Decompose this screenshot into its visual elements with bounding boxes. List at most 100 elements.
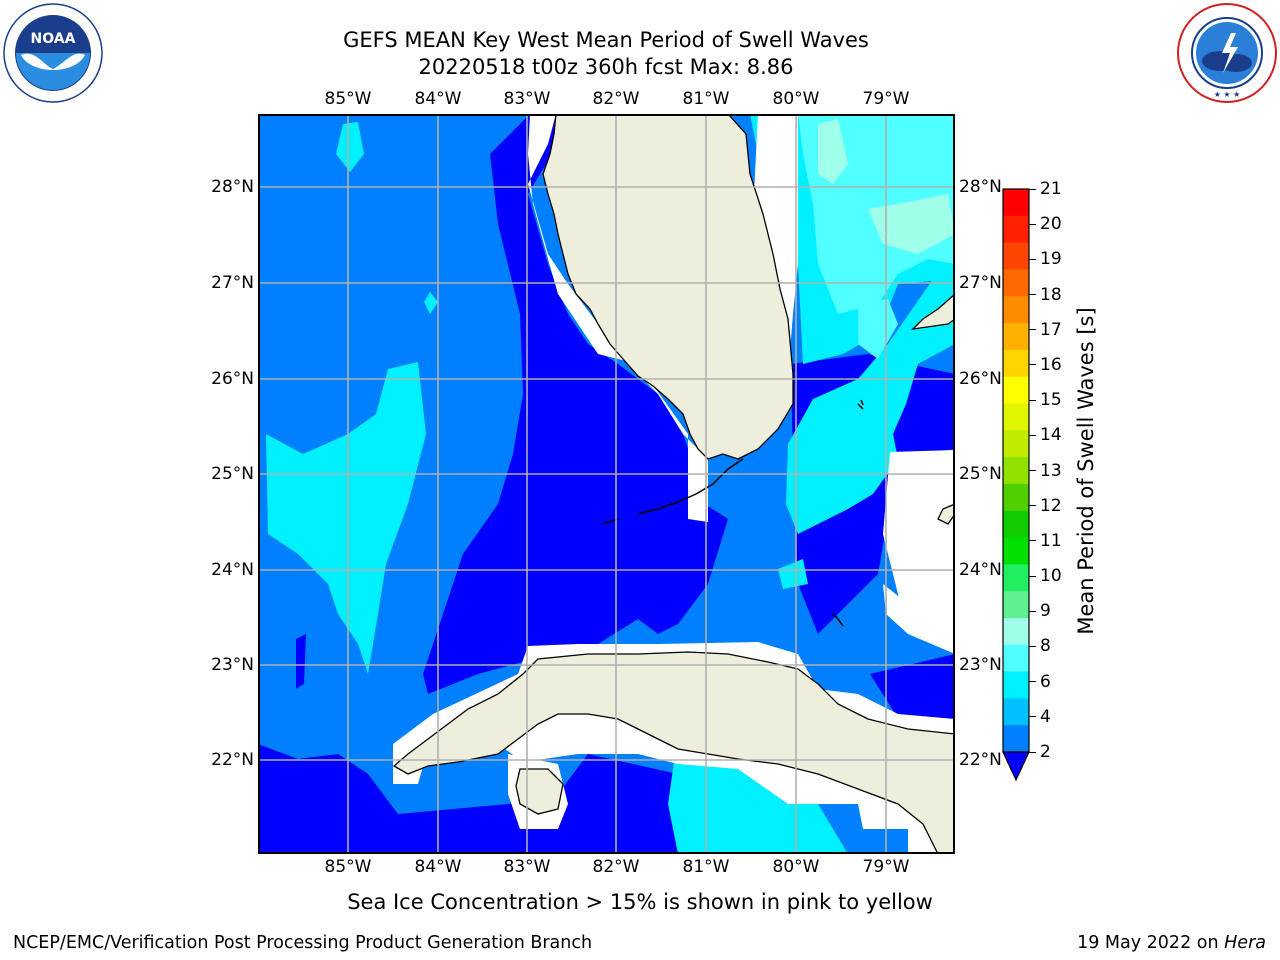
colorbar-tick-mark (1029, 505, 1036, 507)
colorbar-tick-label: 4 (1040, 706, 1051, 727)
colorbar-tick-mark (1029, 188, 1036, 190)
colorbar-swatch (1003, 725, 1029, 753)
lon-label: 83°W (503, 89, 551, 109)
colorbar-swatch (1003, 189, 1029, 217)
colorbar-tick-label: 15 (1040, 390, 1062, 411)
lon-label: 81°W (682, 857, 730, 877)
colorbar-tick-label: 13 (1040, 460, 1062, 481)
map-frame (258, 114, 955, 854)
noaa-logo-label: NOAA (31, 31, 76, 47)
colorbar-label: Mean Period of Swell Waves [s] (1074, 307, 1098, 635)
cuba (392, 651, 955, 854)
colorbar-swatch (1003, 430, 1029, 458)
chart-title: GEFS MEAN Key West Mean Period of Swell … (343, 28, 869, 52)
colorbar-tick-label: 2 (1040, 742, 1051, 762)
colorbar-swatch (1003, 296, 1029, 324)
lat-label: 24°N (959, 560, 1002, 580)
colorbar-tick-label: 18 (1040, 284, 1062, 305)
colorbar-tick-label: 10 (1040, 566, 1062, 587)
lat-label: 25°N (211, 464, 254, 484)
colorbar-tick-mark (1029, 610, 1036, 612)
lat-label: 22°N (211, 750, 254, 770)
colorbar-tick-mark (1029, 681, 1036, 683)
chart-subtitle: 20220518 t00z 360h fcst Max: 8.86 (418, 55, 794, 79)
svg-text:★ ★ ★: ★ ★ ★ (1214, 90, 1241, 99)
colorbar-swatch (1003, 510, 1029, 539)
colorbar-tick-label: 14 (1040, 425, 1062, 446)
lat-label: 22°N (959, 750, 1002, 770)
colorbar-tick-mark (1029, 258, 1036, 260)
colorbar-swatch (1003, 564, 1029, 592)
colorbar-tick-label: 21 (1040, 179, 1062, 199)
colorbar-tick-label: 12 (1040, 495, 1062, 516)
colorbar-tick-label: 8 (1040, 636, 1051, 657)
colorbar-swatch (1003, 617, 1029, 646)
colorbar-tick-mark (1029, 329, 1036, 331)
florida-peninsula (542, 114, 794, 460)
lat-label: 28°N (211, 177, 254, 197)
colorbar-swatch (1003, 215, 1029, 244)
run-date: 19 May 2022 on Hera (1077, 932, 1266, 954)
lon-label: 85°W (324, 89, 372, 109)
colorbar-swatch (1003, 269, 1029, 297)
colorbar-tick-mark (1029, 575, 1036, 577)
sea-ice-note: Sea Ice Concentration > 15% is shown in … (347, 890, 933, 914)
colorbar-tick-mark (1029, 434, 1036, 436)
map-panel (258, 114, 955, 854)
lon-label: 82°W (592, 857, 640, 877)
colorbar-tick-label: 20 (1040, 214, 1062, 235)
lon-label: 79°W (862, 857, 910, 877)
machine-name: Hera (1224, 933, 1266, 953)
colorbar-tick-mark (1029, 399, 1036, 401)
colorbar-tick-mark (1029, 540, 1036, 542)
lat-label: 23°N (959, 655, 1002, 675)
lat-label: 26°N (959, 369, 1002, 389)
colorbar-underflow-arrow (1002, 751, 1030, 782)
lon-label: 81°W (682, 89, 730, 109)
date-text: 19 May 2022 on (1077, 933, 1225, 953)
colorbar-swatch (1003, 644, 1029, 673)
colorbar-tick-label: 6 (1040, 671, 1051, 692)
colorbar-tick-mark (1029, 751, 1036, 753)
colorbar-swatch (1003, 376, 1029, 404)
colorbar-swatch (1003, 457, 1029, 485)
lat-label: 28°N (959, 177, 1002, 197)
colorbar-tick-mark (1029, 470, 1036, 471)
lon-label: 83°W (503, 857, 551, 877)
lon-label: 80°W (772, 89, 820, 109)
colorbar (995, 180, 1065, 785)
colorbar-swatch (1003, 483, 1029, 512)
bahamas-andros (937, 503, 955, 525)
colorbar-tick-mark (1029, 645, 1036, 647)
colorbar-swatch (1003, 698, 1029, 726)
colorbar-tick-label: 9 (1040, 601, 1051, 622)
bahamas-grand-bahama (911, 293, 955, 330)
lon-label: 82°W (592, 89, 640, 109)
lon-label: 79°W (862, 89, 910, 109)
colorbar-tick-mark (1029, 364, 1036, 366)
graticule (258, 114, 955, 854)
credit-text: NCEP/EMC/Verification Post Processing Pr… (13, 933, 593, 953)
lat-label: 23°N (211, 655, 254, 675)
lat-label: 27°N (211, 273, 254, 293)
noaa-logo: NOAA (3, 3, 103, 103)
lat-label: 27°N (959, 273, 1002, 293)
colorbar-tick-mark (1029, 716, 1036, 718)
lat-label: 25°N (959, 464, 1002, 484)
lon-label: 84°W (414, 89, 462, 109)
colorbar-tick-mark (1029, 223, 1036, 225)
colorbar-tick-mark (1029, 294, 1036, 296)
lon-label: 84°W (414, 857, 462, 877)
colorbar-tick-label: 19 (1040, 249, 1062, 270)
colorbar-swatch (1003, 591, 1029, 619)
colorbar-swatch (1003, 671, 1029, 699)
nws-logo: ★ ★ ★ (1176, 3, 1278, 103)
colorbar-swatch (1003, 403, 1029, 431)
colorbar-swatch (1003, 537, 1029, 565)
lat-label: 24°N (211, 560, 254, 580)
colorbar-tick-label: 16 (1040, 354, 1062, 375)
colorbar-swatch (1003, 242, 1029, 270)
colorbar-swatch (1003, 349, 1029, 378)
lat-label: 26°N (211, 369, 254, 389)
lon-label: 80°W (772, 857, 820, 877)
